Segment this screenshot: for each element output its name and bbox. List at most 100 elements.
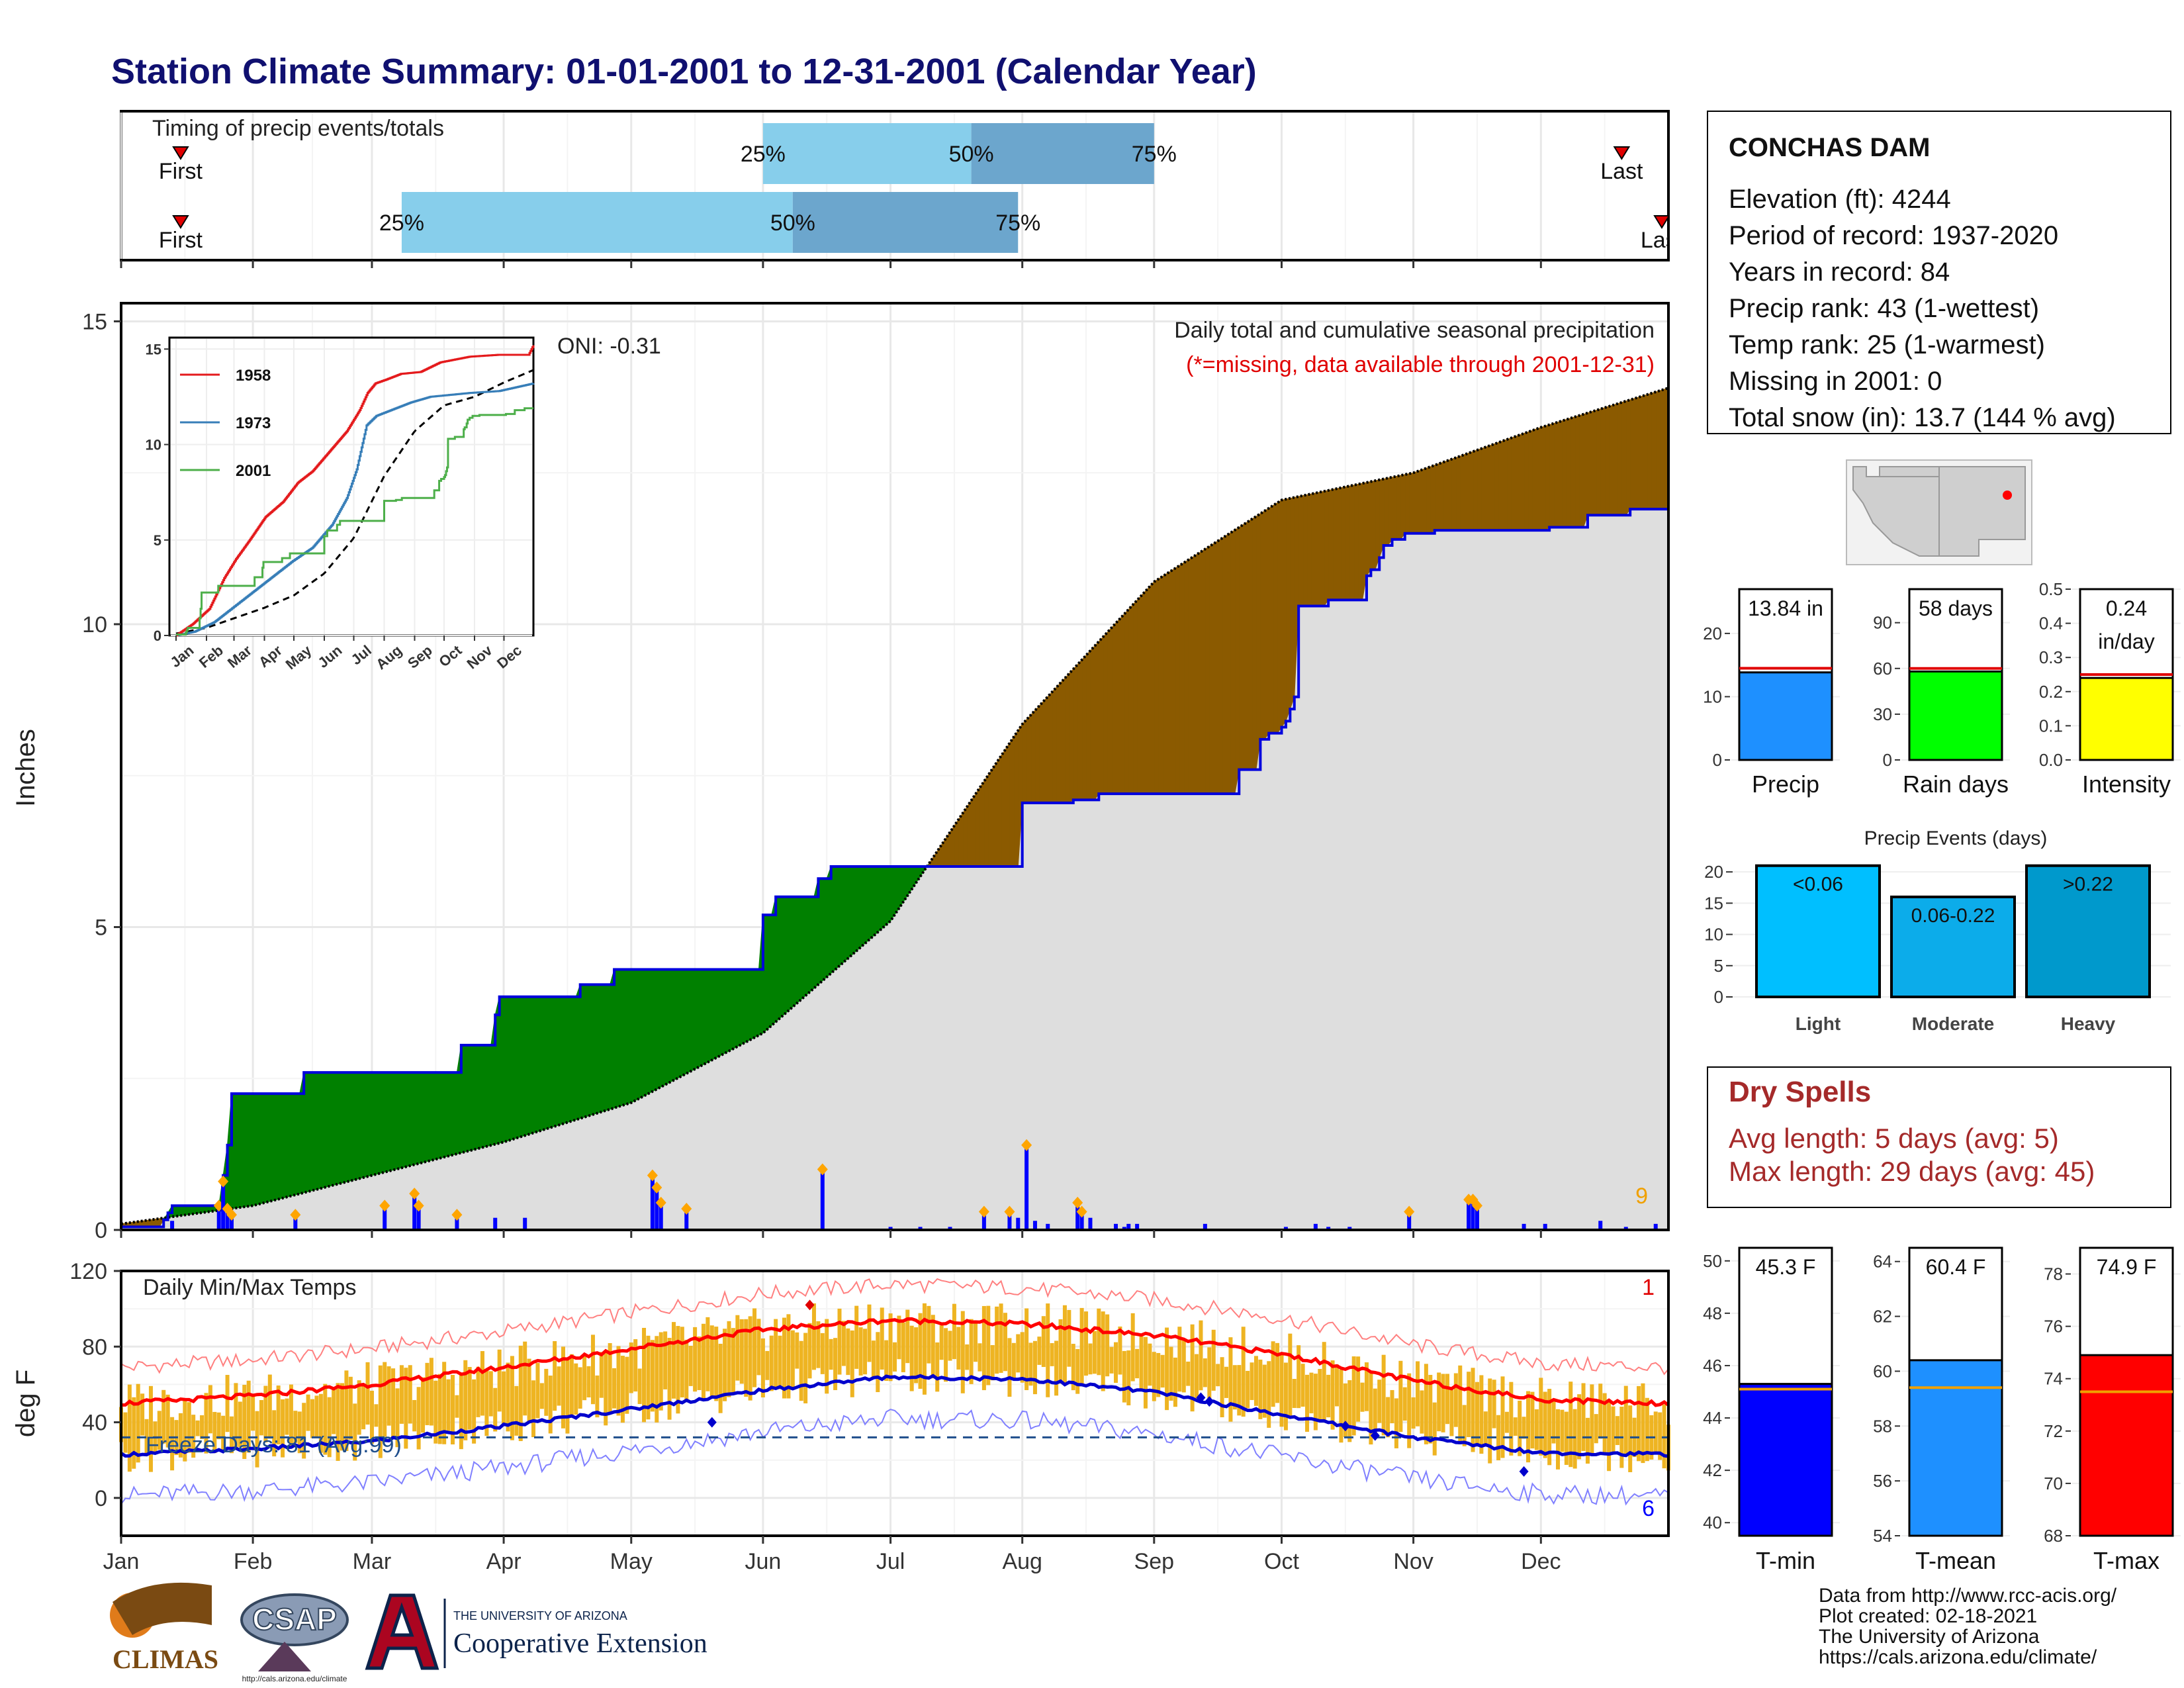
daily-temp-range-bar	[353, 1403, 357, 1461]
precip-anomaly-segment	[308, 1072, 313, 1192]
mini-precip-intensity: 0.0 0.1 0.2 0.3 0.4 0.5 0.24 in/day Intensity	[2039, 579, 2181, 798]
precip-anomaly-segment	[780, 896, 785, 1019]
precip-anomaly-segment	[1030, 709, 1036, 804]
precip-anomaly-segment	[452, 1072, 457, 1156]
timing-quantile-label: 75%	[1132, 142, 1177, 167]
precip-anomaly-segment	[805, 896, 811, 997]
daily-temp-range-bar	[1330, 1360, 1335, 1430]
daily-temp-range-bar	[1211, 1329, 1216, 1391]
daily-temp-range-bar	[981, 1305, 986, 1391]
daily-temp-range-bar	[1097, 1308, 1101, 1376]
daily-temp-range-bar	[1530, 1391, 1535, 1449]
observed-cumulative-line	[121, 508, 1668, 1229]
daily-temp-range-bar	[616, 1346, 621, 1416]
daily-precip-bar	[1471, 1199, 1475, 1230]
footer-credits: Data from http://www.rcc-acis.org/ Plot …	[1819, 1585, 2117, 1668]
csap-url: http://cals.arizona.edu/climate	[242, 1674, 347, 1683]
precip-anomaly-segment	[1485, 445, 1490, 531]
daily-temp-range-bar	[1092, 1331, 1097, 1374]
precip-anomaly-segment	[1315, 491, 1320, 607]
precip-corner-count: 9	[1635, 1184, 1648, 1209]
precip-anomaly-segment	[699, 969, 704, 1068]
mini-temp-ytick-label: 56	[1873, 1471, 1892, 1491]
precip-anomaly-segment	[426, 1072, 432, 1162]
precip-anomaly-segment	[545, 996, 551, 1130]
daily-temp-range-bar	[1628, 1405, 1633, 1472]
dry-spells-avg: Avg length: 5 days (avg: 5)	[1729, 1123, 2059, 1154]
precip-anomaly-segment	[694, 969, 700, 1070]
precip-anomaly-segment	[610, 969, 615, 1110]
precip-anomaly-segment	[839, 866, 844, 967]
daily-precip-bar	[1522, 1223, 1526, 1230]
credit-line-created: Plot created: 02-18-2021	[1819, 1605, 2037, 1627]
daily-temp-range-bar	[416, 1387, 421, 1450]
daily-temp-range-bar	[1386, 1397, 1390, 1438]
mini-temp-bar	[1738, 1383, 1833, 1537]
precip-anomaly-segment	[1175, 565, 1180, 794]
precip-anomaly-segment	[754, 969, 759, 1039]
daily-precip-bar	[659, 1202, 663, 1230]
daily-precip-bar	[1088, 1217, 1093, 1230]
daily-precip-marker	[651, 1181, 662, 1194]
daily-temp-range-bar	[858, 1327, 863, 1376]
daily-temp-range-bar	[625, 1356, 629, 1414]
temp-frame	[120, 1270, 1670, 1537]
daily-temp-range-bar	[1347, 1380, 1352, 1442]
daily-temp-range-bar	[1522, 1417, 1526, 1439]
precip-anomaly-segment	[1536, 426, 1541, 531]
daily-temp-range-bar	[1615, 1416, 1619, 1445]
mini-precip-ytick-label: 20	[1703, 624, 1722, 643]
record-day-marker	[707, 1417, 717, 1428]
daily-temp-range-bar	[888, 1313, 893, 1382]
precip-anomaly-segment	[1001, 748, 1006, 867]
mini-precip-ytick-label: 0	[1883, 750, 1892, 770]
daily-temp-range-bar	[1411, 1397, 1416, 1429]
daily-temp-range-bar	[969, 1319, 974, 1384]
daily-temp-range-bar	[361, 1383, 366, 1430]
daily-temp-range-bar	[1271, 1341, 1275, 1407]
precip-anomaly-segment	[1642, 394, 1648, 510]
precip-anomaly-segment	[1510, 436, 1516, 531]
daily-temp-range-bar	[905, 1309, 910, 1364]
daily-temp-range-bar	[1458, 1365, 1463, 1444]
daily-precip-bar	[820, 1169, 825, 1230]
daily-temp-range-bar	[701, 1323, 705, 1401]
normal-cumulative-line	[120, 387, 1669, 1225]
daily-temp-range-bar	[127, 1384, 132, 1472]
daily-temp-range-bar	[1173, 1357, 1177, 1407]
daily-precip-bar	[1135, 1223, 1140, 1230]
daily-temp-range-bar	[1292, 1379, 1297, 1408]
daily-temp-range-bar	[1152, 1352, 1156, 1401]
daily-temp-range-bar	[931, 1315, 935, 1379]
daily-temp-range-bar	[1262, 1364, 1267, 1418]
precip-anomaly-segment	[1247, 518, 1253, 771]
daily-temp-range-bar	[1130, 1313, 1135, 1382]
daily-precip-bar	[221, 1181, 226, 1230]
mini-precip-ytick-label: 90	[1873, 613, 1892, 633]
mini-temp-t-mean: 54 56 58 60 62 64 60.4 F T-mean	[1873, 1246, 2010, 1574]
precip-anomaly-segment	[1570, 416, 1576, 528]
precip-anomaly-segment	[1408, 472, 1414, 534]
daily-temp-range-bar	[1075, 1348, 1080, 1394]
precip-anomaly-segment	[724, 969, 729, 1054]
precip-anomaly-segment	[1506, 437, 1512, 531]
precip-anomaly-segment	[1404, 473, 1410, 534]
daily-temp-range-bar	[183, 1400, 187, 1462]
precip-anomaly-segment	[1613, 403, 1618, 516]
precip-anomaly-segment	[529, 996, 534, 1135]
precip-anomaly-segment	[554, 996, 560, 1127]
daily-temp-range-bar	[289, 1384, 293, 1448]
daily-temp-range-bar	[437, 1374, 442, 1444]
precip-anomaly-segment	[1038, 700, 1044, 804]
daily-temp-range-bar	[1637, 1385, 1641, 1462]
precip-anomaly-segment	[1387, 477, 1392, 547]
daily-temp-range-bar	[539, 1383, 544, 1409]
precip-anomaly-segment	[575, 984, 581, 1121]
precip-anomaly-segment	[1179, 562, 1185, 794]
precip-anomaly-segment	[1081, 654, 1087, 800]
timing-quantile-label: 50%	[949, 142, 994, 167]
daily-temp-range-bar	[897, 1315, 901, 1360]
daily-temp-range-bar	[748, 1316, 752, 1401]
precip-anomaly-segment	[750, 969, 755, 1041]
